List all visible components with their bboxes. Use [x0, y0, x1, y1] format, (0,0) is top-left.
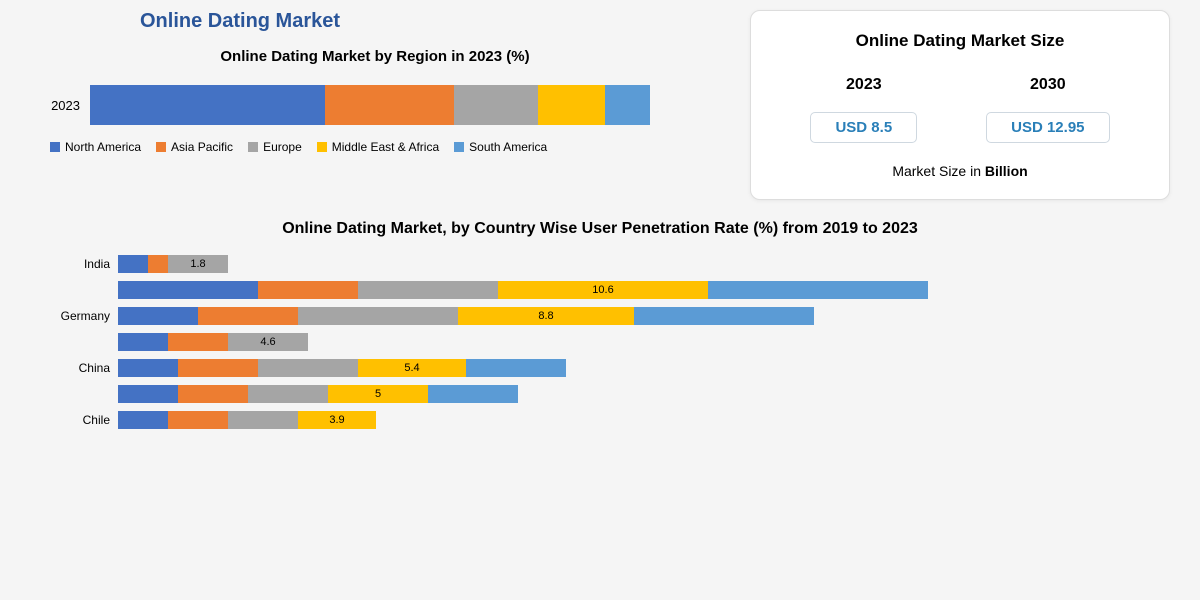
- region-seg: [605, 85, 650, 125]
- legend-label: South America: [469, 140, 547, 154]
- pen-seg: [118, 333, 168, 351]
- pen-seg: [148, 255, 168, 273]
- pen-seg: [118, 385, 178, 403]
- pen-bar: 8.8: [118, 307, 814, 325]
- pen-seg: 5: [328, 385, 428, 403]
- legend-swatch: [248, 142, 258, 152]
- left-column: Online Dating Market Online Dating Marke…: [30, 10, 720, 200]
- pen-seg: [118, 255, 148, 273]
- pen-seg: [168, 411, 228, 429]
- main-title: Online Dating Market: [140, 10, 720, 33]
- penetration-row: India 1.8: [40, 253, 1170, 275]
- card-col: 2030 USD 12.95: [986, 76, 1109, 143]
- penetration-row: 10.6: [40, 279, 1170, 301]
- penetration-chart: India 1.8 10.6 Germany 8.8 4.6 China 5.4 5 Chile 3…: [40, 253, 1170, 431]
- pen-seg: [178, 359, 258, 377]
- region-stacked-bar: [90, 85, 650, 125]
- legend-swatch: [50, 142, 60, 152]
- penetration-row: China 5.4: [40, 357, 1170, 379]
- card-footer-prefix: Market Size in: [892, 163, 985, 179]
- legend-swatch: [454, 142, 464, 152]
- pen-row-label: Chile: [40, 413, 110, 427]
- card-value: USD 8.5: [810, 112, 917, 143]
- card-year: 2023: [810, 76, 917, 94]
- pen-seg: 5.4: [358, 359, 466, 377]
- pen-seg: [118, 359, 178, 377]
- pen-seg: [634, 307, 814, 325]
- pen-seg: [118, 307, 198, 325]
- pen-bar: 3.9: [118, 411, 376, 429]
- card-footer-bold: Billion: [985, 163, 1028, 179]
- pen-row-label: India: [40, 257, 110, 271]
- pen-seg: [258, 359, 358, 377]
- pen-seg: [198, 307, 298, 325]
- region-seg: [325, 85, 454, 125]
- region-row-label: 2023: [30, 98, 80, 113]
- legend-label: Asia Pacific: [171, 140, 233, 154]
- pen-seg: [178, 385, 248, 403]
- penetration-row: 5: [40, 383, 1170, 405]
- pen-bar: 5: [118, 385, 518, 403]
- region-legend: North America Asia Pacific Europe Middle Ea…: [50, 140, 720, 154]
- region-chart-title: Online Dating Market by Region in 2023 (…: [30, 48, 720, 65]
- legend-item: Asia Pacific: [156, 140, 233, 154]
- pen-seg: [428, 385, 518, 403]
- pen-seg: [228, 411, 298, 429]
- pen-bar: 5.4: [118, 359, 566, 377]
- legend-label: Europe: [263, 140, 302, 154]
- region-seg: [90, 85, 325, 125]
- pen-seg: [168, 333, 228, 351]
- card-title: Online Dating Market Size: [776, 31, 1144, 51]
- card-columns: 2023 USD 8.5 2030 USD 12.95: [776, 76, 1144, 143]
- card-year: 2030: [986, 76, 1109, 94]
- pen-bar: 1.8: [118, 255, 228, 273]
- pen-bar: 10.6: [118, 281, 928, 299]
- region-stacked-row: 2023: [30, 85, 720, 125]
- region-seg: [454, 85, 538, 125]
- pen-seg: [466, 359, 566, 377]
- pen-seg: [708, 281, 928, 299]
- penetration-row: Germany 8.8: [40, 305, 1170, 327]
- pen-seg: [248, 385, 328, 403]
- pen-seg: [258, 281, 358, 299]
- pen-seg: [298, 307, 458, 325]
- top-section: Online Dating Market Online Dating Marke…: [30, 10, 1170, 200]
- legend-swatch: [317, 142, 327, 152]
- legend-label: North America: [65, 140, 141, 154]
- penetration-row: Chile 3.9: [40, 409, 1170, 431]
- card-col: 2023 USD 8.5: [810, 76, 917, 143]
- region-seg: [538, 85, 605, 125]
- legend-swatch: [156, 142, 166, 152]
- legend-item: North America: [50, 140, 141, 154]
- pen-seg: 10.6: [498, 281, 708, 299]
- pen-seg: 3.9: [298, 411, 376, 429]
- card-footer: Market Size in Billion: [776, 163, 1144, 179]
- pen-seg: 4.6: [228, 333, 308, 351]
- pen-seg: [118, 411, 168, 429]
- pen-row-label: Germany: [40, 309, 110, 323]
- pen-seg: [118, 281, 258, 299]
- legend-label: Middle East & Africa: [332, 140, 439, 154]
- pen-row-label: China: [40, 361, 110, 375]
- legend-item: Europe: [248, 140, 302, 154]
- penetration-chart-title: Online Dating Market, by Country Wise Us…: [90, 220, 1110, 238]
- market-size-card: Online Dating Market Size 2023 USD 8.5 203…: [750, 10, 1170, 200]
- pen-bar: 4.6: [118, 333, 308, 351]
- legend-item: South America: [454, 140, 547, 154]
- pen-seg: 8.8: [458, 307, 634, 325]
- card-value: USD 12.95: [986, 112, 1109, 143]
- legend-item: Middle East & Africa: [317, 140, 439, 154]
- penetration-row: 4.6: [40, 331, 1170, 353]
- pen-seg: [358, 281, 498, 299]
- pen-seg: 1.8: [168, 255, 228, 273]
